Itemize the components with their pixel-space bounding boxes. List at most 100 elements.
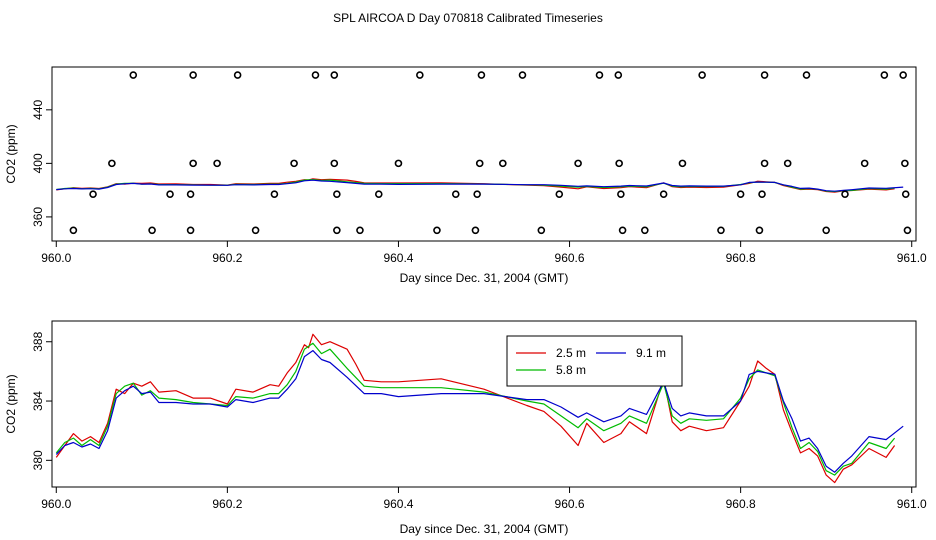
- calibration-point: [758, 190, 766, 198]
- calibration-point: [755, 226, 764, 235]
- calibration-point: [822, 226, 830, 235]
- series-line-5.8m: [55, 342, 896, 476]
- calibration-point: [333, 226, 341, 235]
- calibration-point: [186, 226, 195, 235]
- calibration-point: [213, 159, 221, 168]
- legend-label-5.8m: 5.8 m: [556, 363, 586, 377]
- x-tick-label: 960.2: [212, 497, 242, 511]
- x-axis-bottom: 960.0 960.2 960.4 960.6 960.8 961.0: [41, 486, 927, 511]
- calibration-point: [374, 190, 383, 198]
- series-line-9.1m: [56, 179, 904, 192]
- calibration-point: [802, 71, 811, 79]
- calibration-point: [899, 71, 907, 79]
- x-axis-label-top: Day since Dec. 31, 2004 (GMT): [400, 271, 569, 285]
- y-tick-label: 380: [31, 450, 45, 470]
- y-axis-top: 360 400 440: [31, 99, 53, 227]
- x-tick-label: 960.4: [383, 251, 413, 265]
- calibration-point: [614, 71, 623, 79]
- x-tick-label: 961.0: [897, 251, 927, 265]
- calibration-point: [333, 190, 341, 198]
- x-axis-top: 960.0 960.2 960.4 960.6 960.8 961.0: [41, 240, 927, 265]
- calibration-point: [615, 159, 623, 168]
- calibration-point: [841, 190, 849, 198]
- legend: 2.5 m 9.1 m 5.8 m: [506, 335, 683, 387]
- calibration-point: [555, 190, 564, 198]
- calibration-point: [108, 159, 116, 168]
- legend-box: [506, 335, 683, 387]
- calibration-point: [311, 71, 320, 79]
- calibration-point: [186, 190, 195, 198]
- calibration-point: [189, 71, 197, 79]
- calibration-point: [233, 71, 242, 79]
- calibration-points: [69, 71, 912, 235]
- figure-title: SPL AIRCOA D Day 070818 Calibrated Times…: [333, 11, 603, 25]
- calibration-point: [783, 159, 792, 168]
- calibration-point: [148, 226, 156, 235]
- calibration-point: [659, 190, 668, 198]
- calibration-point: [880, 71, 889, 79]
- legend-label-9.1m: 9.1 m: [636, 346, 666, 360]
- plot-frame-top: [51, 66, 917, 242]
- calibration-point: [166, 190, 174, 198]
- calibration-point: [901, 190, 910, 198]
- calibration-point: [901, 159, 909, 168]
- x-tick-label: 960.6: [555, 497, 585, 511]
- calibration-point: [678, 159, 687, 168]
- calibration-point: [69, 226, 78, 235]
- calibration-point: [270, 190, 279, 198]
- calibration-point: [251, 226, 260, 235]
- calibration-point: [595, 71, 604, 79]
- y-tick-label: 360: [31, 207, 45, 227]
- calibration-point: [760, 159, 769, 168]
- calibration-point: [471, 226, 480, 235]
- calibration-point: [473, 190, 481, 198]
- x-tick-label: 961.0: [897, 497, 927, 511]
- y-axis-label-top: CO2 (ppm): [4, 124, 18, 183]
- calibration-point: [618, 226, 627, 235]
- calibration-point: [736, 190, 745, 198]
- x-tick-label: 960.8: [726, 251, 756, 265]
- y-axis-bottom: 380 384 388: [31, 331, 53, 470]
- calibration-point: [394, 159, 403, 168]
- series-layer-bottom: [55, 333, 904, 484]
- calibration-point: [433, 226, 441, 235]
- calibration-point: [903, 226, 912, 235]
- calibration-point: [451, 190, 460, 198]
- legend-label-2.5m: 2.5 m: [556, 346, 586, 360]
- series-line-2.5m: [55, 333, 896, 484]
- calibration-point: [860, 159, 869, 168]
- x-tick-label: 960.0: [41, 497, 71, 511]
- calibration-point: [760, 71, 769, 79]
- panel-top: 960.0 960.2 960.4 960.6 960.8 961.0 360 400 440…: [4, 66, 927, 285]
- calibration-point: [416, 71, 424, 79]
- calibration-point: [574, 159, 582, 168]
- calibration-point: [356, 226, 364, 235]
- calibration-point: [189, 159, 197, 168]
- calibration-point: [475, 159, 484, 168]
- y-tick-label: 384: [31, 391, 45, 411]
- calibration-point: [330, 71, 339, 79]
- calibration-point: [617, 190, 625, 198]
- series-layer-top: [56, 178, 904, 193]
- calibration-point: [518, 71, 527, 79]
- x-axis-label-bottom: Day since Dec. 31, 2004 (GMT): [400, 522, 569, 536]
- y-axis-label-bottom: CO2 (ppm): [4, 374, 18, 433]
- calibration-point: [290, 159, 298, 168]
- panel-bottom: 960.0 960.2 960.4 960.6 960.8 961.0 380 384 388…: [4, 320, 927, 536]
- plot-frame-bottom: [51, 320, 917, 488]
- calibration-point: [129, 71, 138, 79]
- y-tick-label: 400: [31, 153, 45, 173]
- calibration-point: [717, 226, 725, 235]
- y-tick-label: 440: [31, 99, 45, 119]
- series-line-9.1m: [55, 350, 904, 473]
- calibration-point: [537, 226, 546, 235]
- x-tick-label: 960.8: [726, 497, 756, 511]
- calibration-point: [477, 71, 486, 79]
- x-tick-label: 960.2: [212, 251, 242, 265]
- calibration-point: [330, 159, 339, 168]
- x-tick-label: 960.0: [41, 251, 71, 265]
- x-tick-label: 960.6: [555, 251, 585, 265]
- calibration-point: [89, 190, 97, 198]
- x-tick-label: 960.4: [383, 497, 413, 511]
